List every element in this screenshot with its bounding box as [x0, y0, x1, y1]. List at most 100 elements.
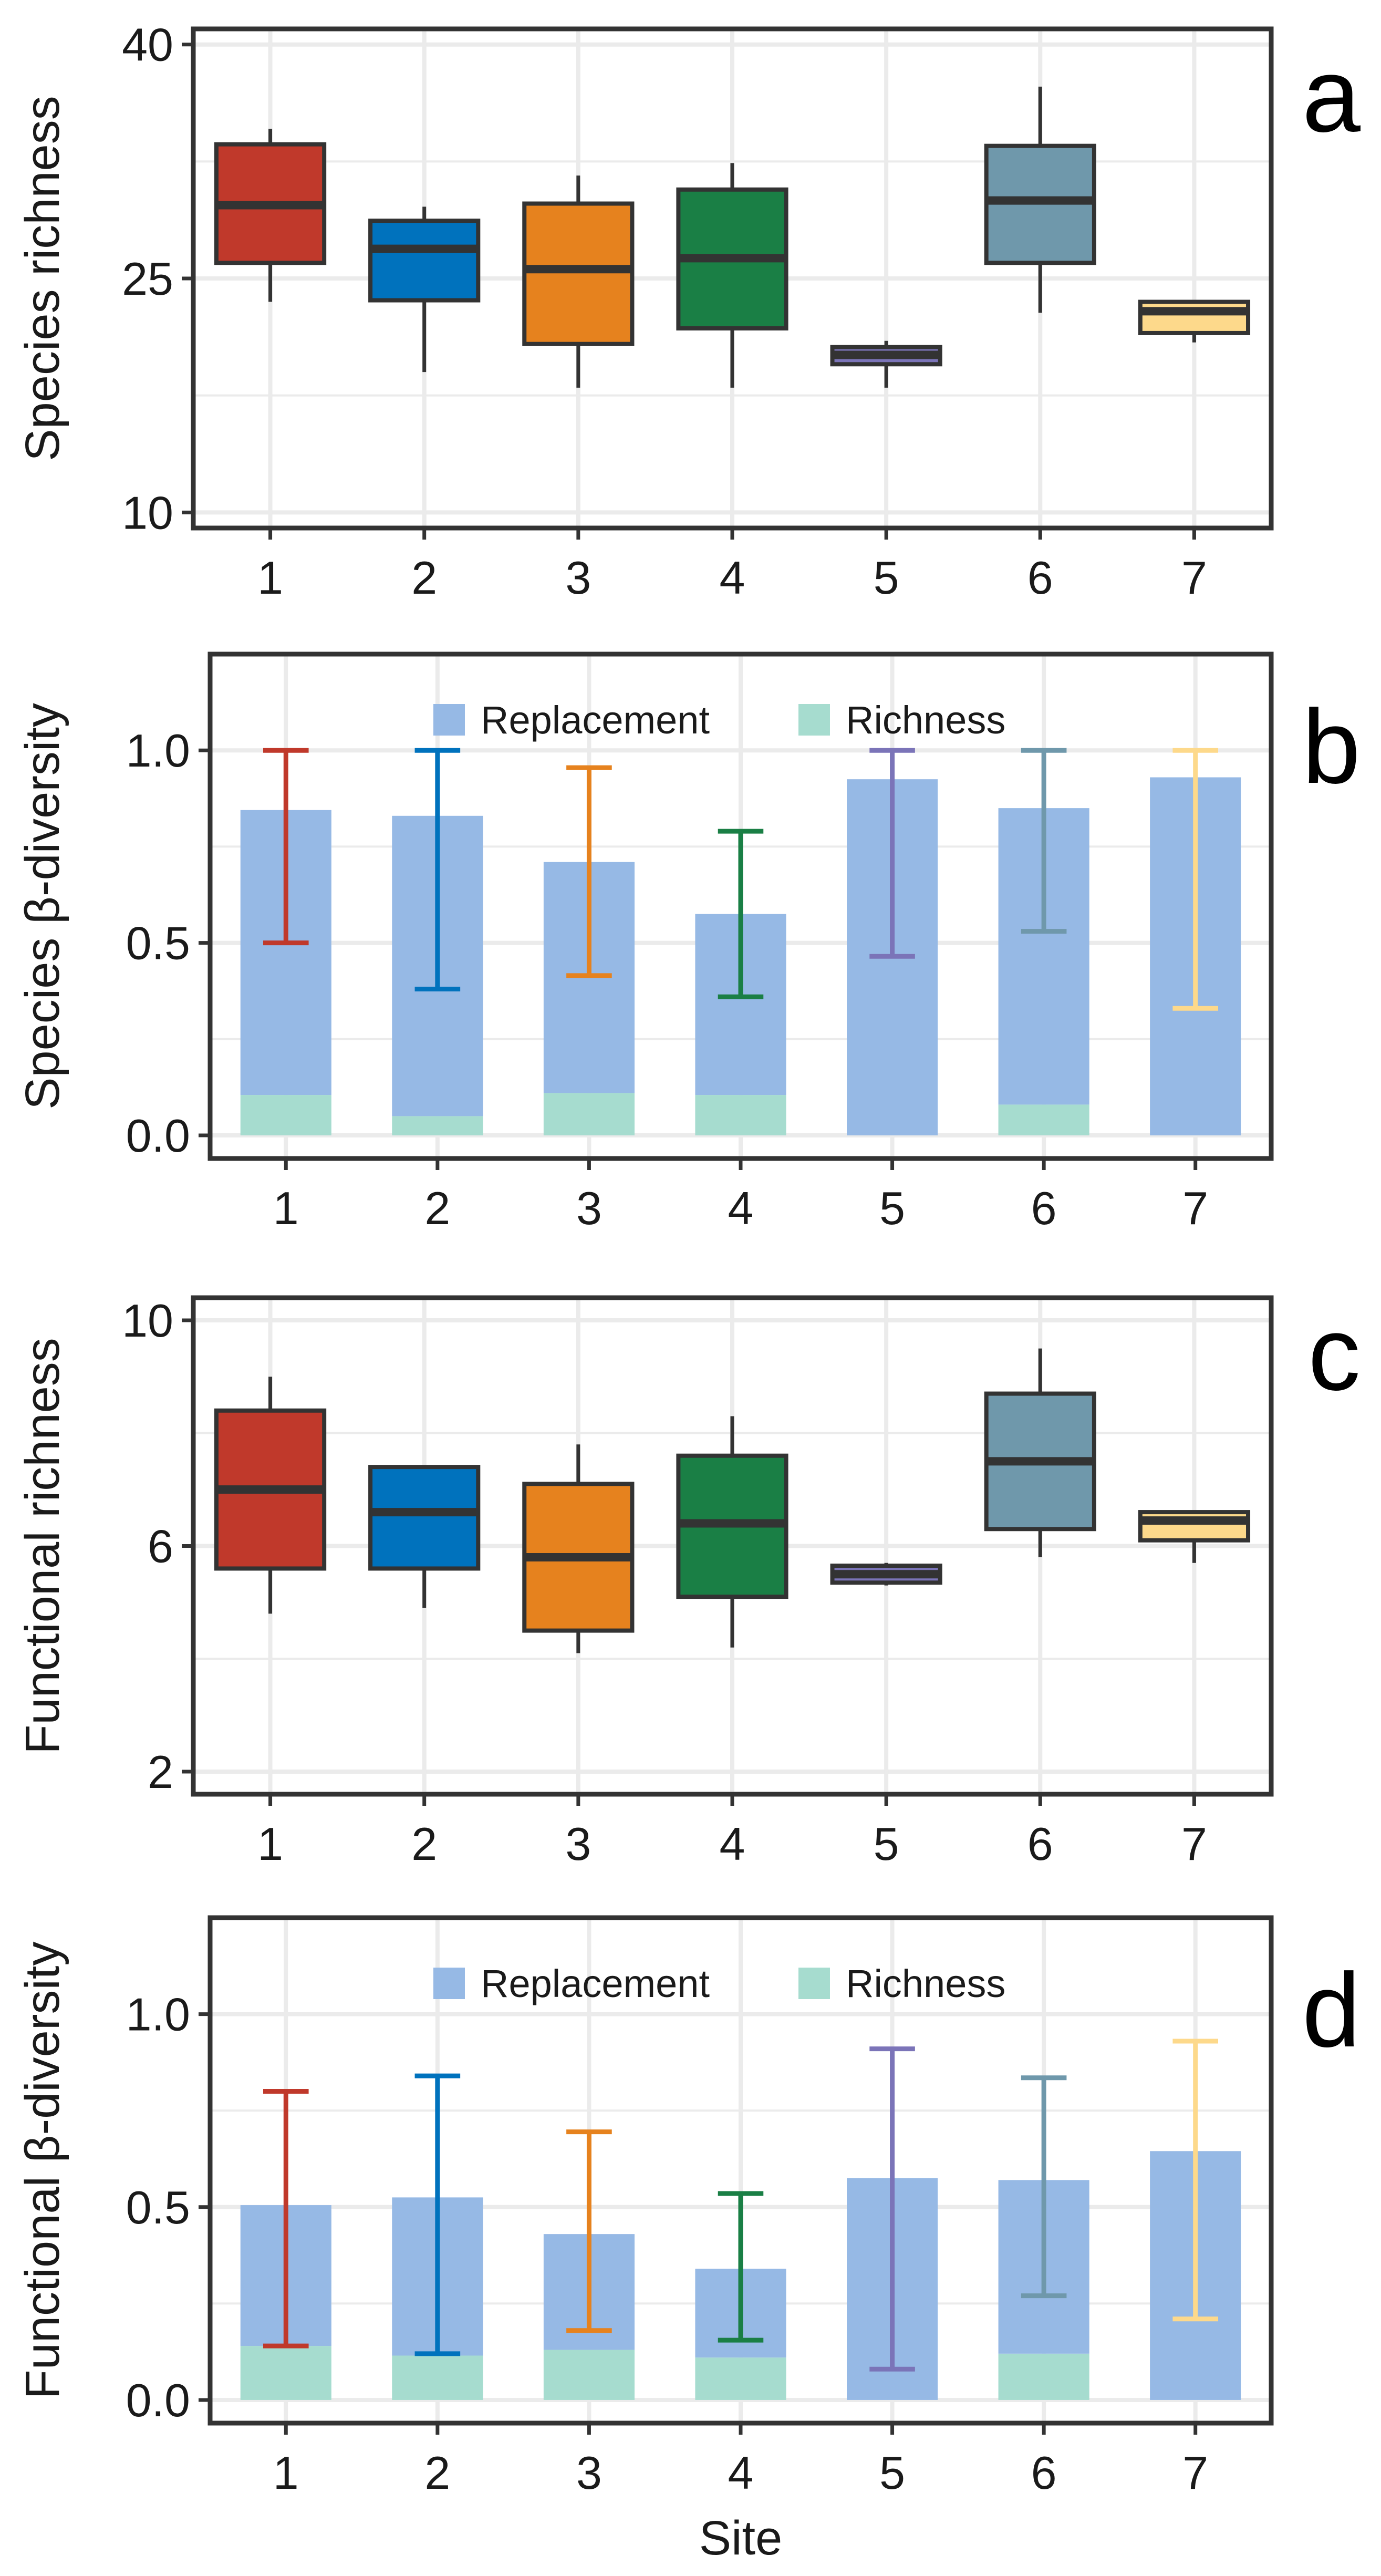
x-tick-label: 3 — [576, 2447, 602, 2499]
legend-key-richness — [798, 1968, 830, 1999]
x-tick-label: 2 — [411, 1818, 437, 1870]
y-tick-label: 10 — [122, 1295, 173, 1347]
legend-key-replacement — [433, 704, 465, 736]
x-tick-label: 2 — [424, 1182, 450, 1234]
error-bar-site-5 — [869, 2046, 915, 2372]
y-tick-label: 0.0 — [126, 2374, 190, 2426]
box-site-3 — [522, 175, 635, 388]
x-tick-label: 6 — [1027, 552, 1053, 604]
box-site-7 — [1138, 299, 1251, 343]
x-tick-label: 2 — [424, 2447, 450, 2499]
x-tick-label: 1 — [257, 1818, 283, 1870]
box-body — [1138, 299, 1251, 335]
y-tick-label: 0.5 — [126, 2181, 190, 2233]
y-tick-label: 10 — [122, 487, 173, 539]
error-bar-site-3 — [566, 2129, 612, 2333]
box-site-2 — [368, 1465, 481, 1608]
box-site-1 — [214, 1377, 327, 1614]
panel-letter-d: d — [1302, 1952, 1361, 2069]
legend-label-replacement: Replacement — [481, 1962, 710, 2005]
panel-d: Replacement Richness 0.0 0.5 1.0 1 2 3 4 5 6 7 Funct… — [16, 1915, 1361, 2565]
x-tick-label: 6 — [1027, 1818, 1053, 1870]
y-tick-label: 0.5 — [126, 917, 190, 969]
error-bar-site-1 — [263, 2088, 309, 2349]
box-site-3 — [522, 1444, 635, 1653]
panel-letter-c: c — [1308, 1295, 1361, 1412]
x-tick-label: 4 — [728, 1182, 754, 1234]
box-body — [1138, 1510, 1251, 1543]
legend-key-replacement — [433, 1968, 465, 1999]
bar-richness-site-3 — [543, 2350, 635, 2400]
error-bar-site-4 — [718, 829, 764, 999]
legend: Replacement Richness — [433, 698, 1005, 742]
x-tick-label: 5 — [879, 2447, 905, 2499]
box-body — [522, 201, 635, 346]
error-bar-site-7 — [1172, 2039, 1218, 2322]
y-axis-title: Functional β-diversity — [16, 1942, 69, 2399]
bar-richness-site-2 — [392, 2355, 483, 2400]
box-body — [368, 219, 481, 303]
error-bar-site-5 — [869, 748, 915, 959]
x-tick-label: 6 — [1031, 1182, 1057, 1234]
bar-richness-site-4 — [695, 2357, 786, 2400]
legend-label-replacement: Replacement — [481, 698, 710, 742]
error-bar-site-6 — [1021, 2075, 1067, 2299]
box-body — [368, 1465, 481, 1571]
error-bar-site-6 — [1021, 748, 1067, 934]
y-tick-label: 40 — [122, 19, 173, 71]
x-tick-label: 7 — [1182, 2447, 1208, 2499]
box-site-6 — [984, 1348, 1096, 1557]
box-site-7 — [1138, 1510, 1251, 1563]
y-tick-label: 0.0 — [126, 1110, 190, 1162]
box-site-6 — [984, 86, 1096, 313]
y-tick-label: 1.0 — [126, 1989, 190, 2041]
x-tick-label: 1 — [257, 552, 283, 604]
box-site-4 — [676, 163, 788, 388]
error-bar-site-4 — [718, 2191, 764, 2343]
x-tick-label: 5 — [879, 1182, 905, 1234]
bar-richness-site-3 — [543, 1093, 635, 1136]
error-bar-site-3 — [566, 765, 612, 978]
bar-richness-site-6 — [998, 2353, 1089, 2400]
x-axis-title: Site — [699, 2511, 783, 2565]
legend-label-richness: Richness — [846, 698, 1005, 742]
bar-richness-site-1 — [240, 1095, 331, 1136]
box-site-1 — [214, 129, 327, 302]
y-axis-title: Species β-diversity — [16, 703, 69, 1110]
legend-label-richness: Richness — [846, 1962, 1005, 2005]
legend-key-richness — [798, 704, 830, 736]
x-tick-label: 1 — [273, 2447, 299, 2499]
x-tick-label: 7 — [1182, 1182, 1208, 1234]
bar-richness-site-2 — [392, 1116, 483, 1136]
box-site-4 — [676, 1416, 788, 1648]
panel-a: 10 25 40 1 2 3 4 5 6 7 Species richness a — [16, 19, 1361, 604]
bar-richness-site-1 — [240, 2346, 331, 2400]
bar-richness-site-4 — [695, 1095, 786, 1136]
y-axis-title: Species richness — [16, 96, 69, 461]
y-tick-label: 2 — [148, 1746, 173, 1798]
y-tick-label: 6 — [148, 1520, 173, 1573]
panel-letter-b: b — [1302, 688, 1361, 805]
x-tick-label: 6 — [1031, 2447, 1057, 2499]
x-tick-label: 1 — [273, 1182, 299, 1234]
panel-letter-a: a — [1302, 37, 1361, 154]
x-tick-label: 3 — [565, 1818, 591, 1870]
x-tick-label: 4 — [720, 552, 745, 604]
box-site-5 — [830, 340, 942, 388]
bar-richness-site-6 — [998, 1104, 1089, 1136]
x-tick-label: 7 — [1181, 552, 1207, 604]
box-site-2 — [368, 206, 481, 373]
legend: Replacement Richness — [433, 1962, 1005, 2005]
error-bar-site-2 — [414, 2073, 461, 2356]
x-tick-label: 4 — [720, 1818, 745, 1870]
x-tick-label: 5 — [874, 1818, 899, 1870]
x-tick-label: 5 — [874, 552, 899, 604]
y-tick-label: 25 — [122, 253, 173, 305]
x-tick-label: 7 — [1181, 1818, 1207, 1870]
box-site-5 — [830, 1563, 942, 1586]
error-bar-site-2 — [414, 748, 461, 992]
panel-b: Replacement Richness 0.0 0.5 1.0 1 2 3 4 5 6 7 Speci… — [16, 651, 1361, 1234]
error-bar-site-7 — [1172, 748, 1218, 1011]
y-tick-label: 1.0 — [126, 725, 190, 777]
